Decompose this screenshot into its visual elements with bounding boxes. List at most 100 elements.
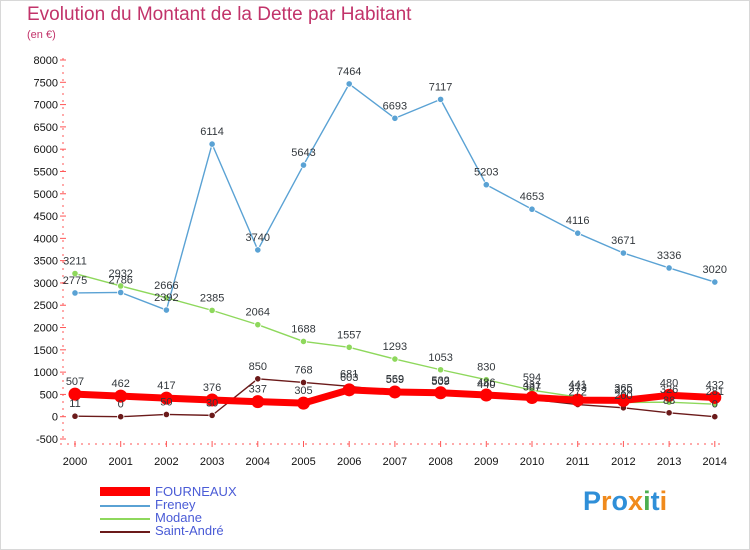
data-point-fourneaux — [159, 391, 173, 405]
data-label-fourneaux: 376 — [203, 382, 221, 394]
x-tick-label: 2004 — [246, 456, 270, 468]
axes: -500050010001500200025003000350040004500… — [34, 55, 728, 468]
y-tick-label: 1500 — [34, 345, 58, 357]
y-tick-label: 4000 — [34, 233, 58, 245]
data-label-fourneaux: 431 — [523, 379, 541, 391]
data-label-saint-andre: 768 — [294, 364, 312, 376]
data-label-modane: 441 — [569, 379, 587, 391]
logo-letter: x — [628, 486, 644, 516]
data-point-saint-andre — [162, 410, 170, 419]
data-point-saint-andre — [254, 375, 262, 383]
data-label-fourneaux: 462 — [112, 378, 130, 390]
data-point-modane — [71, 269, 79, 278]
data-point-freney — [436, 95, 445, 103]
data-point-fourneaux — [342, 383, 356, 397]
data-point-saint-andre — [71, 412, 79, 420]
logo-letter: r — [601, 486, 612, 516]
data-label-modane: 1053 — [428, 352, 452, 364]
data-point-freney — [528, 205, 536, 213]
data-point-fourneaux — [434, 386, 448, 400]
data-point-saint-andre — [117, 413, 125, 421]
data-label-saint-andre: 88 — [663, 395, 675, 407]
data-point-freney — [71, 289, 79, 297]
data-point-freney — [574, 229, 582, 237]
y-tick-label: 5000 — [34, 189, 58, 201]
data-label-freney: 2775 — [63, 275, 87, 287]
x-tick-label: 2002 — [154, 456, 178, 468]
y-tick-label: 4500 — [34, 211, 58, 223]
data-label-saint-andre: 569 — [386, 373, 404, 385]
data-label-saint-andre: 0 — [118, 399, 124, 411]
series-lines — [68, 80, 722, 421]
data-point-saint-andre — [208, 411, 216, 419]
data-point-freney — [482, 181, 490, 189]
data-label-saint-andre: 50 — [160, 396, 172, 408]
data-point-freney — [711, 278, 719, 286]
data-label-modane: 2064 — [246, 307, 270, 319]
data-label-freney: 3020 — [703, 264, 727, 276]
data-label-fourneaux: 305 — [294, 385, 312, 397]
data-label-freney: 5643 — [291, 147, 315, 159]
data-point-freney — [391, 114, 399, 122]
data-point-freney — [299, 161, 308, 169]
data-point-freney — [345, 80, 353, 88]
data-point-fourneaux — [616, 393, 630, 407]
data-point-saint-andre — [711, 413, 719, 421]
data-label-saint-andre: 387 — [523, 381, 541, 393]
data-label-modane: 1293 — [383, 341, 407, 353]
data-label-fourneaux: 486 — [477, 377, 495, 389]
data-point-freney — [117, 288, 125, 297]
data-label-modane: 594 — [523, 372, 541, 384]
data-point-fourneaux — [205, 393, 219, 407]
legend-label-modane: Modane — [155, 510, 202, 525]
data-label-saint-andre: 200 — [614, 390, 632, 402]
data-point-freney — [162, 306, 170, 314]
data-label-modane: 320 — [614, 384, 632, 396]
data-point-modane — [482, 376, 490, 384]
data-label-fourneaux: 559 — [386, 374, 404, 386]
data-label-freney: 2392 — [154, 292, 178, 304]
data-label-fourneaux: 480 — [660, 377, 678, 389]
chart-subtitle: (en €) — [27, 29, 56, 41]
x-tick-label: 2012 — [611, 456, 635, 468]
data-label-freney: 7117 — [429, 81, 453, 93]
data-label-freney: 2786 — [108, 274, 132, 286]
data-label-modane: 3211 — [63, 256, 87, 268]
data-point-modane — [391, 355, 399, 363]
data-point-modane — [345, 343, 353, 351]
data-label-saint-andre: 272 — [569, 387, 587, 399]
data-point-modane — [254, 321, 262, 329]
data-label-freney: 5203 — [474, 167, 498, 179]
y-tick-label: 7500 — [34, 77, 58, 89]
x-tick-label: 2006 — [337, 456, 361, 468]
x-tick-label: 2014 — [703, 456, 727, 468]
legend-item-modane: Modane — [100, 510, 360, 525]
data-point-fourneaux — [251, 395, 265, 409]
y-tick-label: 3000 — [34, 278, 58, 290]
data-label-modane: 2932 — [108, 268, 132, 280]
data-label-modane: 1688 — [291, 323, 315, 335]
logo-letter: P — [583, 486, 602, 516]
data-point-freney — [619, 249, 628, 257]
data-label-modane: 281 — [706, 386, 724, 398]
x-tick-label: 2007 — [383, 456, 407, 468]
data-point-fourneaux — [479, 388, 493, 402]
x-tick-label: 2008 — [428, 456, 452, 468]
data-label-freney: 6114 — [200, 126, 224, 138]
data-label-fourneaux: 337 — [249, 384, 267, 396]
x-tick-label: 2009 — [474, 456, 498, 468]
y-tick-label: 6500 — [34, 122, 58, 134]
data-point-modane — [436, 366, 445, 374]
data-point-fourneaux — [297, 396, 310, 410]
data-label-saint-andre: 440 — [477, 379, 495, 391]
y-tick-label: 6000 — [34, 144, 58, 156]
y-tick-label: 5500 — [34, 166, 58, 178]
data-point-freney — [665, 264, 673, 272]
y-tick-label: 2500 — [34, 300, 58, 312]
x-tick-label: 2013 — [657, 456, 681, 468]
y-tick-label: 2000 — [34, 323, 58, 335]
logo-letter: t — [650, 486, 660, 516]
x-tick-label: 2003 — [200, 456, 224, 468]
legend-label-fourneaux: FOURNEAUX — [155, 484, 237, 499]
